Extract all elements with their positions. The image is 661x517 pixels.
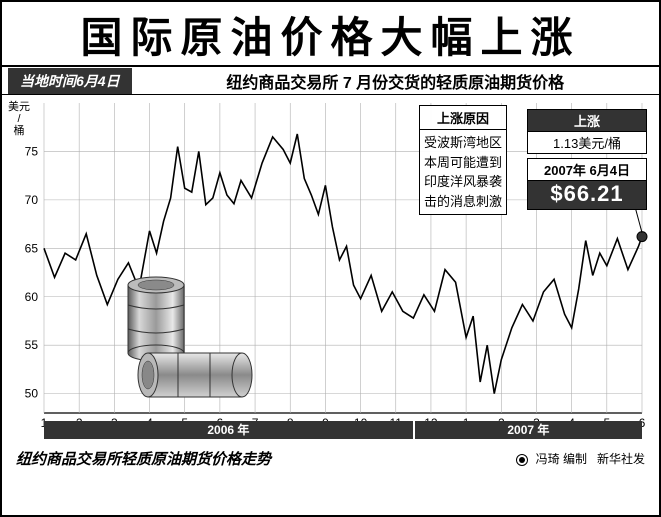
svg-text:50: 50 <box>25 387 39 401</box>
oil-barrels-icon <box>110 273 260 408</box>
headline: 国际原油价格大幅上涨 <box>2 2 659 67</box>
rise-value: 1.13美元/桶 <box>527 132 647 154</box>
rise-reason-box: 上涨原因 受波斯湾地区本周可能遭到印度洋风暴袭击的消息刺激 <box>419 105 507 215</box>
date-badge: 当地时间6月4日 <box>8 68 132 94</box>
credit-source: 新华社发 <box>597 452 645 466</box>
chart-caption: 纽约商品交易所轻质原油期货价格走势 <box>16 448 271 469</box>
year-axis-bar: 2006 年 2007 年 <box>44 421 642 439</box>
svg-text:55: 55 <box>25 338 39 352</box>
svg-text:70: 70 <box>25 193 39 207</box>
credit-line: 冯琦 编制 新华社发 <box>516 450 645 467</box>
price-date: 2007年 6月4日 <box>527 158 647 181</box>
reason-body: 受波斯湾地区本周可能遭到印度洋风暴袭击的消息刺激 <box>420 130 506 214</box>
year-2006-label: 2006 年 <box>44 421 415 439</box>
svg-text:75: 75 <box>25 144 39 158</box>
chart-area: 美元 / 桶 505560657075 12345678910111212345… <box>2 95 659 475</box>
reason-title: 上涨原因 <box>420 106 506 130</box>
subheader-row: 当地时间6月4日 纽约商品交易所 7 月份交货的轻质原油期货价格 <box>2 67 659 95</box>
price-value: $66.21 <box>527 181 647 210</box>
infographic-container: 国际原油价格大幅上涨 当地时间6月4日 纽约商品交易所 7 月份交货的轻质原油期… <box>0 0 661 517</box>
rise-label: 上涨 <box>527 109 647 132</box>
subtitle: 纽约商品交易所 7 月份交货的轻质原油期货价格 <box>132 69 659 93</box>
svg-text:60: 60 <box>25 290 39 304</box>
xinhua-logo-icon <box>516 454 528 466</box>
svg-text:65: 65 <box>25 241 39 255</box>
price-callout: 上涨 1.13美元/桶 2007年 6月4日 $66.21 <box>527 109 647 210</box>
credit-author: 冯琦 编制 <box>536 452 587 466</box>
year-2007-label: 2007 年 <box>415 421 642 439</box>
